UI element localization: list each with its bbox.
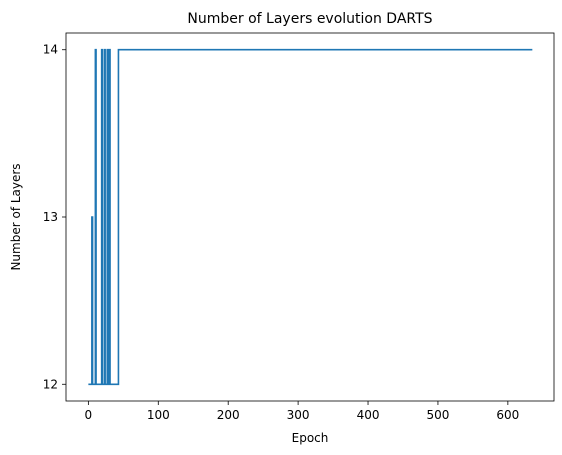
x-tick-label: 600 (496, 408, 519, 422)
x-tick-label: 200 (217, 408, 240, 422)
y-tick-label: 12 (43, 377, 58, 391)
y-tick-label: 13 (43, 210, 58, 224)
x-tick-label: 300 (287, 408, 310, 422)
x-tick-label: 400 (357, 408, 380, 422)
x-axis: 0 100 200 300 400 500 600 (85, 401, 519, 422)
y-axis-label: Number of Layers (9, 163, 23, 270)
x-tick-label: 0 (85, 408, 93, 422)
plot-frame (65, 32, 555, 402)
x-axis-label: Epoch (292, 431, 329, 445)
y-axis: 12 13 14 (43, 43, 66, 391)
y-tick-label: 14 (43, 43, 58, 57)
x-tick-label: 500 (426, 408, 449, 422)
chart-title: Number of Layers evolution DARTS (187, 11, 432, 27)
series-line-1 (88, 48, 533, 386)
x-tick-label: 100 (147, 408, 170, 422)
plot-area (88, 48, 533, 386)
